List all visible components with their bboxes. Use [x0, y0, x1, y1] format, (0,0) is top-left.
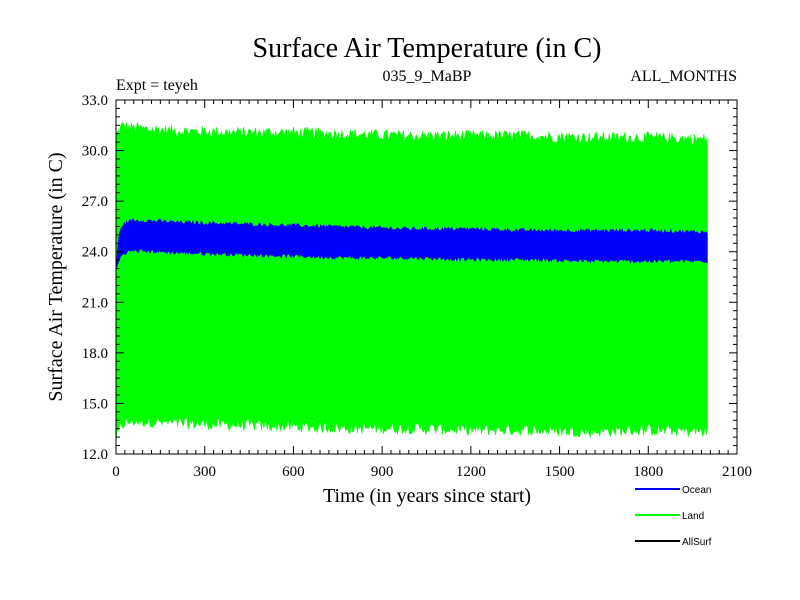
x-axis-label: Time (in years since start)	[323, 485, 531, 507]
y-tick-label: 24.0	[82, 245, 108, 261]
series-ocean-band	[115, 218, 708, 270]
y-tick-label: 18.0	[82, 346, 108, 362]
y-tick-label: 21.0	[82, 295, 108, 311]
x-tick-label: 0	[112, 464, 120, 480]
axis-ticks	[115, 99, 738, 455]
x-tick-labels: 0 300 600 900 1200 1500 1800 2100	[112, 464, 752, 480]
legend: Ocean Land AllSurf	[635, 485, 712, 548]
x-tick-label: 1800	[633, 464, 663, 480]
legend-label-ocean: Ocean	[682, 485, 711, 496]
subtitle-left: Expt = teyeh	[116, 77, 198, 94]
x-tick-label: 1500	[545, 464, 575, 480]
x-tick-label: 900	[371, 464, 394, 480]
x-tick-label: 600	[282, 464, 305, 480]
subtitle-right: ALL_MONTHS	[630, 68, 737, 85]
legend-label-allsurf: AllSurf	[682, 537, 712, 548]
subtitle-center: 035_9_MaBP	[383, 68, 472, 85]
x-tick-label: 300	[193, 464, 216, 480]
legend-label-land: Land	[682, 511, 704, 522]
y-tick-label: 12.0	[82, 447, 108, 463]
plot-series	[115, 121, 708, 441]
y-tick-label: 33.0	[82, 93, 108, 109]
x-tick-label: 1200	[456, 464, 486, 480]
x-tick-label: 2100	[722, 464, 752, 480]
y-tick-label: 30.0	[82, 144, 108, 160]
series-land-band	[115, 121, 708, 441]
y-tick-label: 27.0	[82, 194, 108, 210]
y-tick-label: 15.0	[82, 396, 108, 412]
chart-title: Surface Air Temperature (in C)	[253, 33, 602, 64]
y-tick-labels: 12.0 15.0 18.0 21.0 24.0 27.0 30.0 33.0	[82, 93, 108, 463]
y-axis-label: Surface Air Temperature (in C)	[45, 152, 67, 401]
